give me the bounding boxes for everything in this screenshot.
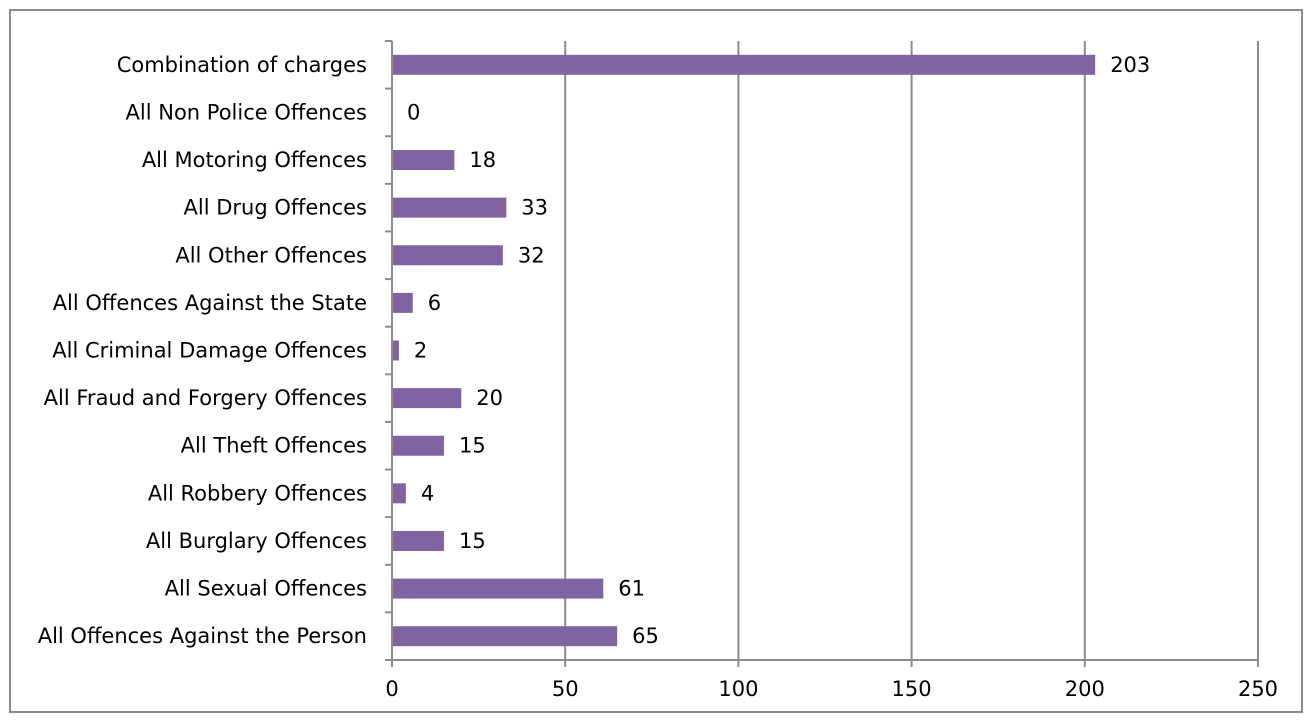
x-tick-label: 150 (892, 677, 932, 701)
x-tick-label: 50 (552, 677, 579, 701)
bar (393, 578, 604, 599)
x-tick-label: 250 (1238, 677, 1278, 701)
category-label: All Offences Against the Person (38, 624, 367, 648)
data-label: 61 (618, 577, 645, 601)
x-tick-label: 0 (385, 677, 398, 701)
bar (393, 626, 618, 647)
bar (393, 483, 406, 504)
bar (393, 245, 503, 266)
category-label: All Robbery Offences (148, 481, 367, 505)
data-label: 20 (476, 386, 503, 410)
data-label: 4 (421, 481, 434, 505)
data-label: 33 (521, 196, 548, 220)
x-tick-label: 200 (1065, 677, 1105, 701)
category-label: All Offences Against the State (53, 291, 367, 315)
data-label: 18 (469, 148, 496, 172)
data-label: 65 (632, 624, 659, 648)
chart-frame (9, 9, 1303, 713)
category-label: Combination of charges (117, 53, 367, 77)
bar (393, 340, 399, 361)
x-tick-label: 100 (718, 677, 758, 701)
category-label: All Sexual Offences (165, 577, 367, 601)
bar (393, 530, 444, 551)
bar (393, 197, 507, 218)
bar (393, 388, 462, 409)
category-label: All Drug Offences (184, 196, 367, 220)
gridlines (564, 41, 1259, 660)
data-label: 32 (518, 243, 545, 267)
bar (393, 150, 455, 171)
bars (393, 54, 1096, 647)
category-label: All Fraud and Forgery Offences (44, 386, 367, 410)
category-label: All Non Police Offences (126, 100, 367, 124)
bar (393, 54, 1096, 75)
data-label: 15 (459, 529, 486, 553)
category-label: All Motoring Offences (142, 148, 367, 172)
data-label: 2 (414, 339, 427, 363)
axes (385, 40, 1259, 667)
data-label: 6 (428, 291, 441, 315)
category-label: All Burglary Offences (146, 529, 367, 553)
category-label: All Theft Offences (181, 434, 367, 458)
bar (393, 435, 444, 456)
data-label: 15 (459, 434, 486, 458)
bar (393, 292, 413, 313)
data-label: 0 (407, 100, 420, 124)
data-label: 203 (1110, 53, 1150, 77)
category-label: All Criminal Damage Offences (52, 339, 367, 363)
category-label: All Other Offences (175, 243, 367, 267)
